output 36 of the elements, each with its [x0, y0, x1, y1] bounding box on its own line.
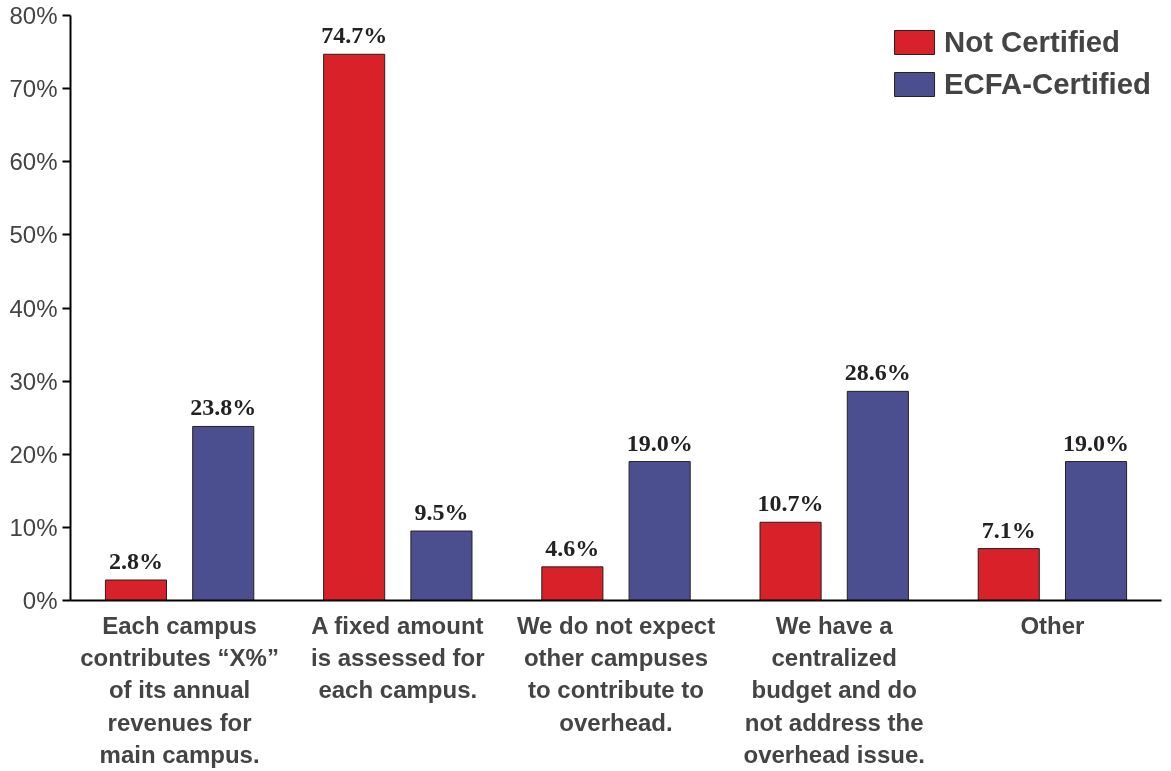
bar	[759, 521, 822, 601]
text: 9.5%	[414, 499, 469, 526]
y-tick-label: 30%	[9, 367, 58, 395]
legend-label: Not Certified	[944, 25, 1121, 59]
text: 7.1%	[981, 516, 1036, 543]
bar	[541, 566, 604, 601]
bar	[628, 461, 691, 601]
bar	[323, 53, 386, 601]
x-tick-label: A fixed amount is assessed for each campus.	[311, 611, 485, 704]
x-tick-label: Each campus contributes “X%” of its annual revenues for main campus.	[80, 611, 279, 769]
y-tick-label: 40%	[9, 294, 58, 322]
text: 28.6%	[844, 359, 911, 386]
bar	[192, 425, 255, 601]
bar	[1064, 461, 1128, 601]
text: 4.6%	[545, 534, 600, 561]
y-tick-label: 80%	[9, 2, 58, 29]
y-tick-label: 10%	[9, 513, 58, 541]
text: 23.8%	[190, 394, 257, 421]
bar	[104, 579, 168, 601]
y-tick-label: 0%	[22, 587, 58, 614]
x-tick-label: We have a centralized budget and do not address the overhead issue.	[743, 611, 925, 769]
y-tick-label: 70%	[9, 75, 58, 103]
y-tick-label: 60%	[9, 148, 58, 176]
bar	[846, 390, 909, 601]
x-tick-label: Other	[1020, 611, 1085, 639]
legend-label: ECFA-Certified	[944, 67, 1151, 101]
text: 19.0%	[1063, 429, 1130, 456]
y-tick-label: 50%	[9, 221, 58, 249]
y-tick-label: 20%	[9, 440, 58, 468]
text: 2.8%	[108, 548, 163, 575]
bar	[977, 548, 1040, 601]
x-tick-label: We do not expect other campuses to contribute to overhead.	[516, 611, 716, 736]
bar	[410, 530, 473, 601]
text: 10.7%	[757, 490, 824, 517]
text: 19.0%	[626, 429, 693, 456]
text: 74.7%	[321, 22, 388, 49]
